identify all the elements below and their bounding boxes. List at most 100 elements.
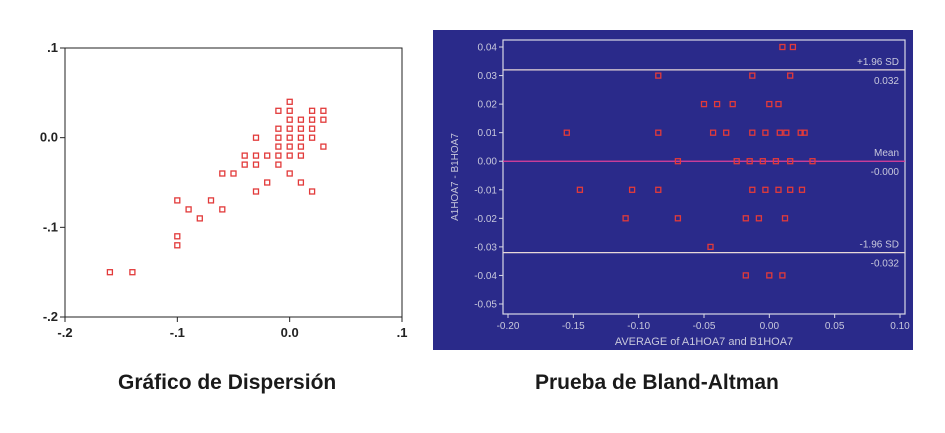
- scatter-point: [264, 179, 271, 186]
- ba-x-tick-label: 0.05: [825, 321, 845, 332]
- ba-y-tick-label: -0.04: [474, 271, 497, 282]
- scatter-point: [286, 98, 293, 105]
- scatter-point: [219, 206, 226, 213]
- scatter-point: [252, 161, 260, 168]
- scatter-y-tick-label: -.2: [43, 309, 58, 324]
- bland-altman-point: [655, 129, 662, 136]
- scatter-point: [264, 152, 271, 159]
- bland-altman-point: [563, 129, 570, 136]
- bland-altman-point: [749, 129, 756, 136]
- bland-altman-point: [713, 100, 721, 108]
- scatter-x-tick-label: -.1: [170, 325, 185, 340]
- bland-altman-point: [789, 43, 797, 51]
- bland-altman-point: [576, 186, 584, 193]
- scatter-point: [320, 116, 327, 123]
- bland-altman-point: [787, 72, 794, 79]
- scatter-point: [320, 107, 327, 114]
- bland-altman-point: [766, 272, 773, 279]
- scatter-point: [241, 161, 248, 168]
- ba-x-tick-label: -0.05: [693, 321, 716, 332]
- scatter-point: [308, 107, 316, 114]
- scatter-point: [320, 143, 327, 150]
- bland-altman-point: [742, 215, 749, 222]
- scatter-point: [230, 170, 237, 177]
- bland-altman-point: [779, 272, 786, 279]
- scatter-point: [286, 134, 293, 141]
- bland-altman-point: [655, 72, 662, 79]
- scatter-point: [308, 125, 316, 132]
- bland-altman-point: [729, 100, 736, 108]
- ba-x-tick-label: -0.15: [562, 321, 585, 332]
- scatter-point: [252, 188, 260, 195]
- ba-y-tick-label: 0.02: [478, 100, 498, 111]
- scatter-point: [297, 134, 305, 141]
- bland-altman-point: [622, 215, 629, 222]
- scatter-point: [275, 143, 282, 150]
- scatter-point: [297, 143, 305, 150]
- bland-altman-tick-labels: -0.20 -0.15 -0.10 -0.05 0.00 0.05 0.10 0.04 0.03…: [474, 43, 910, 333]
- ba-y-tick-label: -0.02: [474, 214, 497, 225]
- scatter-point: [297, 152, 305, 159]
- ba-x-tick-label: 0.00: [760, 321, 780, 332]
- bland-altman-point: [779, 43, 786, 51]
- bland-altman-caption: Prueba de Bland-Altman: [535, 371, 779, 394]
- bland-altman-point: [749, 186, 756, 193]
- reference-line-value: -0.000: [871, 167, 900, 178]
- bland-altman-point: [783, 129, 790, 136]
- scatter-point: [219, 170, 226, 177]
- scatter-point: [308, 188, 316, 195]
- bland-altman-point: [749, 72, 756, 79]
- scatter-point: [196, 215, 203, 222]
- bland-altman-point: [759, 158, 766, 165]
- scatter-plot-frame: [64, 47, 403, 318]
- bland-altman-point: [798, 186, 806, 193]
- scatter-point: [308, 134, 316, 141]
- scatter-y-tick-label: -.1: [43, 219, 58, 234]
- scatter-point: [297, 179, 305, 186]
- bland-altman-point: [797, 129, 804, 136]
- scatter-point: [174, 242, 181, 249]
- ba-y-tick-label: 0.03: [478, 71, 498, 82]
- scatter-point: [286, 116, 293, 123]
- bland-altman-point: [775, 186, 782, 193]
- bland-altman-points: [563, 43, 816, 279]
- scatter-point: [275, 107, 282, 114]
- scatter-x-tick-label: -.2: [57, 325, 72, 340]
- bland-altman-point: [781, 215, 789, 222]
- scatter-point: [129, 269, 136, 276]
- reference-line-label: -1.96 SD: [860, 240, 899, 251]
- ba-y-tick-label: 0.04: [478, 43, 498, 54]
- ba-x-tick-label: -0.10: [627, 321, 650, 332]
- reference-line-label: Mean: [874, 148, 899, 159]
- scatter-point: [185, 206, 192, 213]
- bland-altman-point: [707, 243, 714, 251]
- bland-altman-point: [762, 186, 769, 193]
- bland-altman-point: [809, 158, 816, 165]
- scatter-point: [275, 134, 282, 141]
- scatter-point: [252, 152, 260, 159]
- scatter-points: [106, 98, 327, 276]
- bland-altman-plot: -0.20 -0.15 -0.10 -0.05 0.00 0.05 0.10 0.04 0.03…: [433, 30, 913, 350]
- bland-altman-point: [655, 186, 662, 193]
- scatter-point: [297, 116, 305, 123]
- ba-x-tick-label: -0.20: [497, 321, 520, 332]
- ba-y-tick-label: -0.01: [474, 185, 497, 196]
- scatter-point: [275, 125, 282, 132]
- ba-y-tick-label: -0.03: [474, 242, 497, 253]
- bland-altman-background: [433, 30, 913, 350]
- reference-line-label: +1.96 SD: [857, 57, 899, 68]
- ba-y-tick-label: 0.01: [478, 128, 498, 139]
- bland-altman-point: [766, 100, 773, 108]
- bland-altman-point: [709, 129, 717, 136]
- bland-altman-point: [628, 186, 636, 193]
- bland-altman-point: [733, 158, 740, 165]
- bland-altman-x-axis-label: AVERAGE of A1HOA7 and B1HOA7: [615, 336, 793, 348]
- bland-altman-point: [755, 215, 763, 222]
- scatter-point: [106, 269, 114, 276]
- bland-altman-point: [801, 129, 808, 136]
- scatter-point: [286, 170, 293, 177]
- scatter-point: [286, 107, 293, 114]
- bland-altman-y-axis-label: A1HOA7 - B1HOA7: [450, 133, 461, 221]
- bland-altman-point: [787, 158, 794, 165]
- ba-y-tick-label: 0.00: [478, 157, 498, 168]
